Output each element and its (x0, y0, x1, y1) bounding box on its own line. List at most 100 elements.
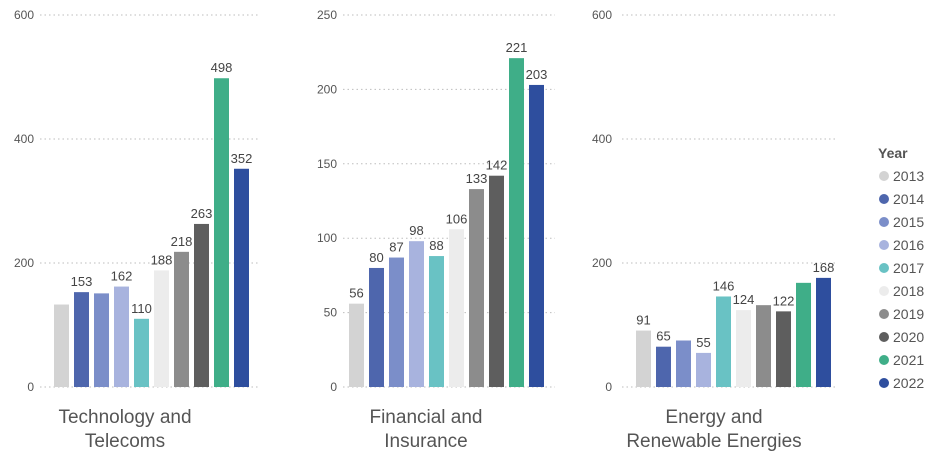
y-tick-label: 250 (317, 8, 337, 22)
chart-panels: 0 200 400 600 153 162 110 188 218 263 498 352 Techno… (14, 8, 838, 452)
legend-label: 2018 (893, 283, 924, 299)
legend-swatch (879, 378, 889, 388)
legend-label: 2015 (893, 214, 924, 230)
legend-label: 2021 (893, 352, 924, 368)
data-label: 55 (696, 335, 710, 350)
bar (469, 189, 484, 387)
data-label: 203 (526, 67, 548, 82)
data-label: 87 (389, 240, 403, 255)
y-tick-label: 200 (592, 256, 612, 270)
data-label: 106 (446, 211, 468, 226)
bar (736, 310, 751, 387)
panel-title: Telecoms (85, 431, 165, 452)
bar (214, 78, 229, 388)
panel-title: Renewable Energies (626, 431, 801, 452)
data-label: 110 (131, 301, 152, 316)
legend-label: 2014 (893, 191, 924, 207)
y-tick-label: 400 (14, 132, 34, 146)
data-label: 146 (713, 278, 735, 293)
data-label: 162 (111, 269, 133, 284)
legend-title: Year (878, 145, 908, 161)
data-label: 80 (369, 250, 383, 265)
bar (154, 270, 169, 387)
data-label: 91 (636, 313, 650, 328)
data-label: 88 (429, 238, 443, 253)
bar (114, 286, 129, 387)
legend-label: 2022 (893, 375, 924, 391)
data-label: 498 (211, 60, 233, 75)
panel-title: Technology and (58, 407, 191, 428)
legend-swatch (879, 263, 889, 273)
y-tick-label: 600 (592, 8, 612, 22)
y-tick-label: 0 (330, 380, 337, 394)
data-label: 142 (486, 158, 508, 173)
data-label: 352 (231, 151, 253, 166)
bar (54, 304, 69, 387)
legend-label: 2016 (893, 237, 924, 253)
y-tick-label: 0 (27, 380, 34, 394)
bar (756, 305, 771, 387)
bar (656, 346, 671, 387)
legend-items: 2013 2014 2015 2016 2017 2018 2019 2020 2021 2022 (879, 168, 924, 391)
legend-swatch (879, 355, 889, 365)
legend-swatch (879, 194, 889, 204)
y-tick-label: 50 (324, 306, 338, 320)
bar (194, 223, 209, 387)
y-tick-label: 150 (317, 157, 337, 171)
bar (369, 267, 384, 387)
legend-swatch (879, 217, 889, 227)
data-label: 218 (171, 234, 193, 249)
bar (696, 352, 711, 387)
data-label: 56 (349, 286, 363, 301)
panel-title: Financial and (369, 407, 482, 428)
bar (74, 292, 89, 387)
bar (449, 229, 464, 387)
legend-label: 2013 (893, 168, 924, 184)
legend-swatch (879, 240, 889, 250)
y-tick-label: 0 (605, 380, 612, 394)
bar (429, 256, 444, 387)
bar (776, 311, 791, 387)
data-label: 98 (409, 223, 423, 238)
y-tick-label: 600 (14, 8, 34, 22)
legend-swatch (879, 286, 889, 296)
bar (716, 296, 731, 387)
bar (816, 277, 831, 387)
bar (174, 251, 189, 387)
legend-label: 2019 (893, 306, 924, 322)
data-label: 221 (506, 40, 528, 55)
chart-panel-1: 0 200 400 600 153 162 110 188 218 263 498 352 Techno… (14, 8, 258, 452)
bar (409, 241, 424, 387)
bar (676, 340, 691, 387)
bar (94, 293, 109, 387)
bar (349, 303, 364, 387)
data-label: 65 (656, 329, 670, 344)
data-label: 122 (773, 293, 795, 308)
bar (389, 257, 404, 387)
bar (529, 84, 544, 387)
bar (796, 282, 811, 387)
legend: Year 2013 2014 2015 2016 2017 2018 2019 2020 202… (878, 145, 924, 391)
panel-title: Insurance (384, 431, 467, 452)
y-tick-label: 400 (592, 132, 612, 146)
bar (134, 318, 149, 387)
bar (636, 330, 651, 387)
data-label: 168 (813, 260, 835, 275)
legend-swatch (879, 171, 889, 181)
legend-label: 2017 (893, 260, 924, 276)
data-label: 263 (191, 206, 213, 221)
data-label: 153 (71, 274, 93, 289)
panel-title: Energy and (665, 407, 762, 428)
bar (509, 58, 524, 387)
legend-swatch (879, 332, 889, 342)
data-label: 188 (151, 252, 173, 267)
y-tick-label: 200 (317, 82, 337, 96)
legend-swatch (879, 309, 889, 319)
bar (234, 168, 249, 387)
y-tick-label: 200 (14, 256, 34, 270)
data-label: 133 (466, 171, 488, 186)
